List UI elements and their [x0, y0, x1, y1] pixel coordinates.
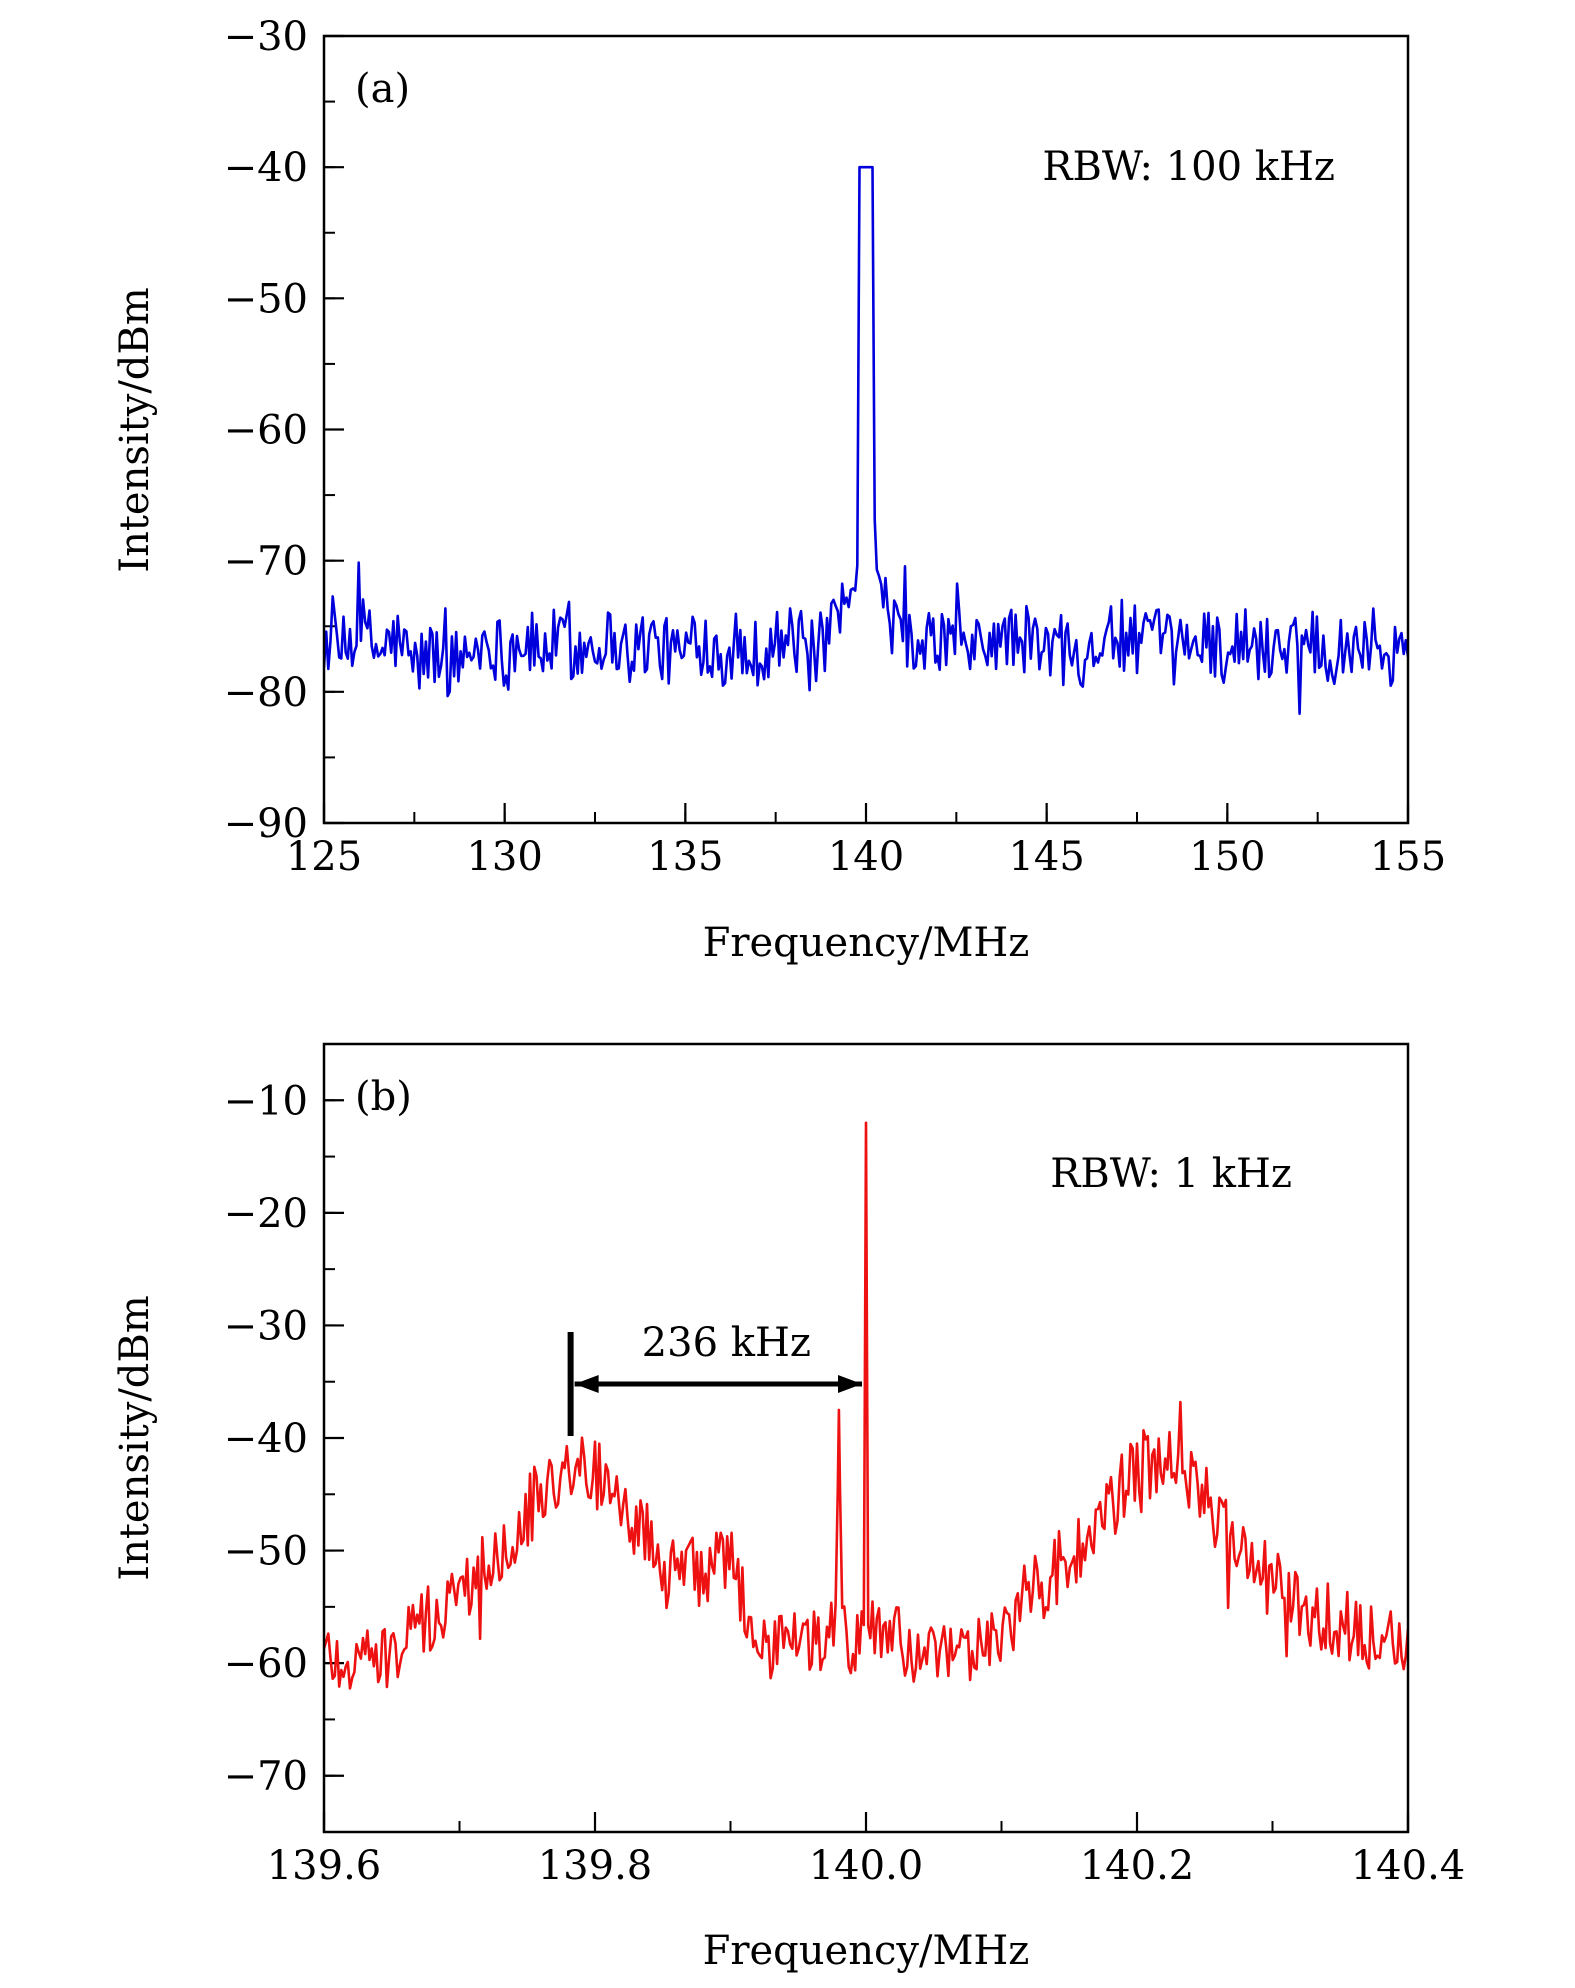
- x-tick-label: 140.2: [1080, 1843, 1195, 1889]
- x-tick-label: 155: [1370, 834, 1446, 880]
- plot-frame-b: [322, 1042, 1410, 1834]
- x-axis-label-b: Frequency/MHz: [703, 1928, 1030, 1974]
- y-tick-label: −50: [224, 276, 308, 322]
- rbw-annotation-b: RBW: 1 kHz: [1050, 1151, 1292, 1197]
- y-axis-label-a: Intensity/dBm: [112, 287, 158, 572]
- y-tick-label: −30: [224, 1303, 308, 1349]
- y-tick-label: −20: [224, 1191, 308, 1237]
- y-tick-label: −70: [224, 539, 308, 585]
- x-tick-label: 139.6: [267, 1843, 382, 1889]
- y-axis-label-b: Intensity/dBm: [112, 1295, 158, 1580]
- x-tick-label: 140: [828, 834, 904, 880]
- span-arrowhead-left: [574, 1375, 599, 1393]
- series-line-b: [324, 1121, 1408, 1690]
- x-tick-label: 135: [647, 834, 723, 880]
- span-label: 236 kHz: [642, 1320, 811, 1366]
- x-tick-labels-a: 125 130 135 140 145 150 155: [286, 834, 1446, 880]
- y-tick-label: −60: [224, 1641, 308, 1687]
- panel-label-a: (a): [355, 66, 410, 112]
- y-tick-label: −30: [224, 14, 308, 60]
- x-tick-label: 139.8: [538, 1843, 653, 1889]
- y-tick-labels-b: −70 −60 −50 −40 −30 −20 −10: [224, 1078, 308, 1799]
- span-arrow: [567, 1332, 862, 1436]
- x-tick-label: 150: [1189, 834, 1265, 880]
- y-tick-label: −10: [224, 1078, 308, 1124]
- y-tick-label: −70: [224, 1754, 308, 1800]
- y-tick-label: −50: [224, 1529, 308, 1575]
- chart-panel-a: 125 130 135 140 145 150 155 −90 −80 −70 −60 −50 −40…: [112, 14, 1446, 966]
- span-arrowhead-right: [838, 1375, 862, 1393]
- x-axis-label-a: Frequency/MHz: [703, 920, 1030, 966]
- panel-label-b: (b): [355, 1074, 412, 1120]
- y-tick-label: −40: [224, 1416, 308, 1462]
- x-tick-label: 140.0: [809, 1843, 924, 1889]
- y-tick-label: −40: [224, 145, 308, 191]
- series-line-a: [324, 165, 1408, 716]
- rbw-annotation-a: RBW: 100 kHz: [1042, 144, 1335, 190]
- y-tick-label: −60: [224, 408, 308, 454]
- y-tick-label: −80: [224, 670, 308, 716]
- plot-frame-a: [322, 34, 1410, 825]
- x-tick-label: 145: [1008, 834, 1084, 880]
- chart-panel-b: 139.6 139.8 140.0 140.2 140.4 −70 −60 −50 −40 −3…: [112, 1042, 1466, 1974]
- x-tick-labels-b: 139.6 139.8 140.0 140.2 140.4: [267, 1843, 1466, 1889]
- x-tick-label: 125: [286, 834, 362, 880]
- x-tick-label: 140.4: [1351, 1843, 1466, 1889]
- y-tick-label: −90: [224, 801, 308, 847]
- y-tick-labels-a: −90 −80 −70 −60 −50 −40 −30: [224, 14, 308, 847]
- x-tick-label: 130: [466, 834, 542, 880]
